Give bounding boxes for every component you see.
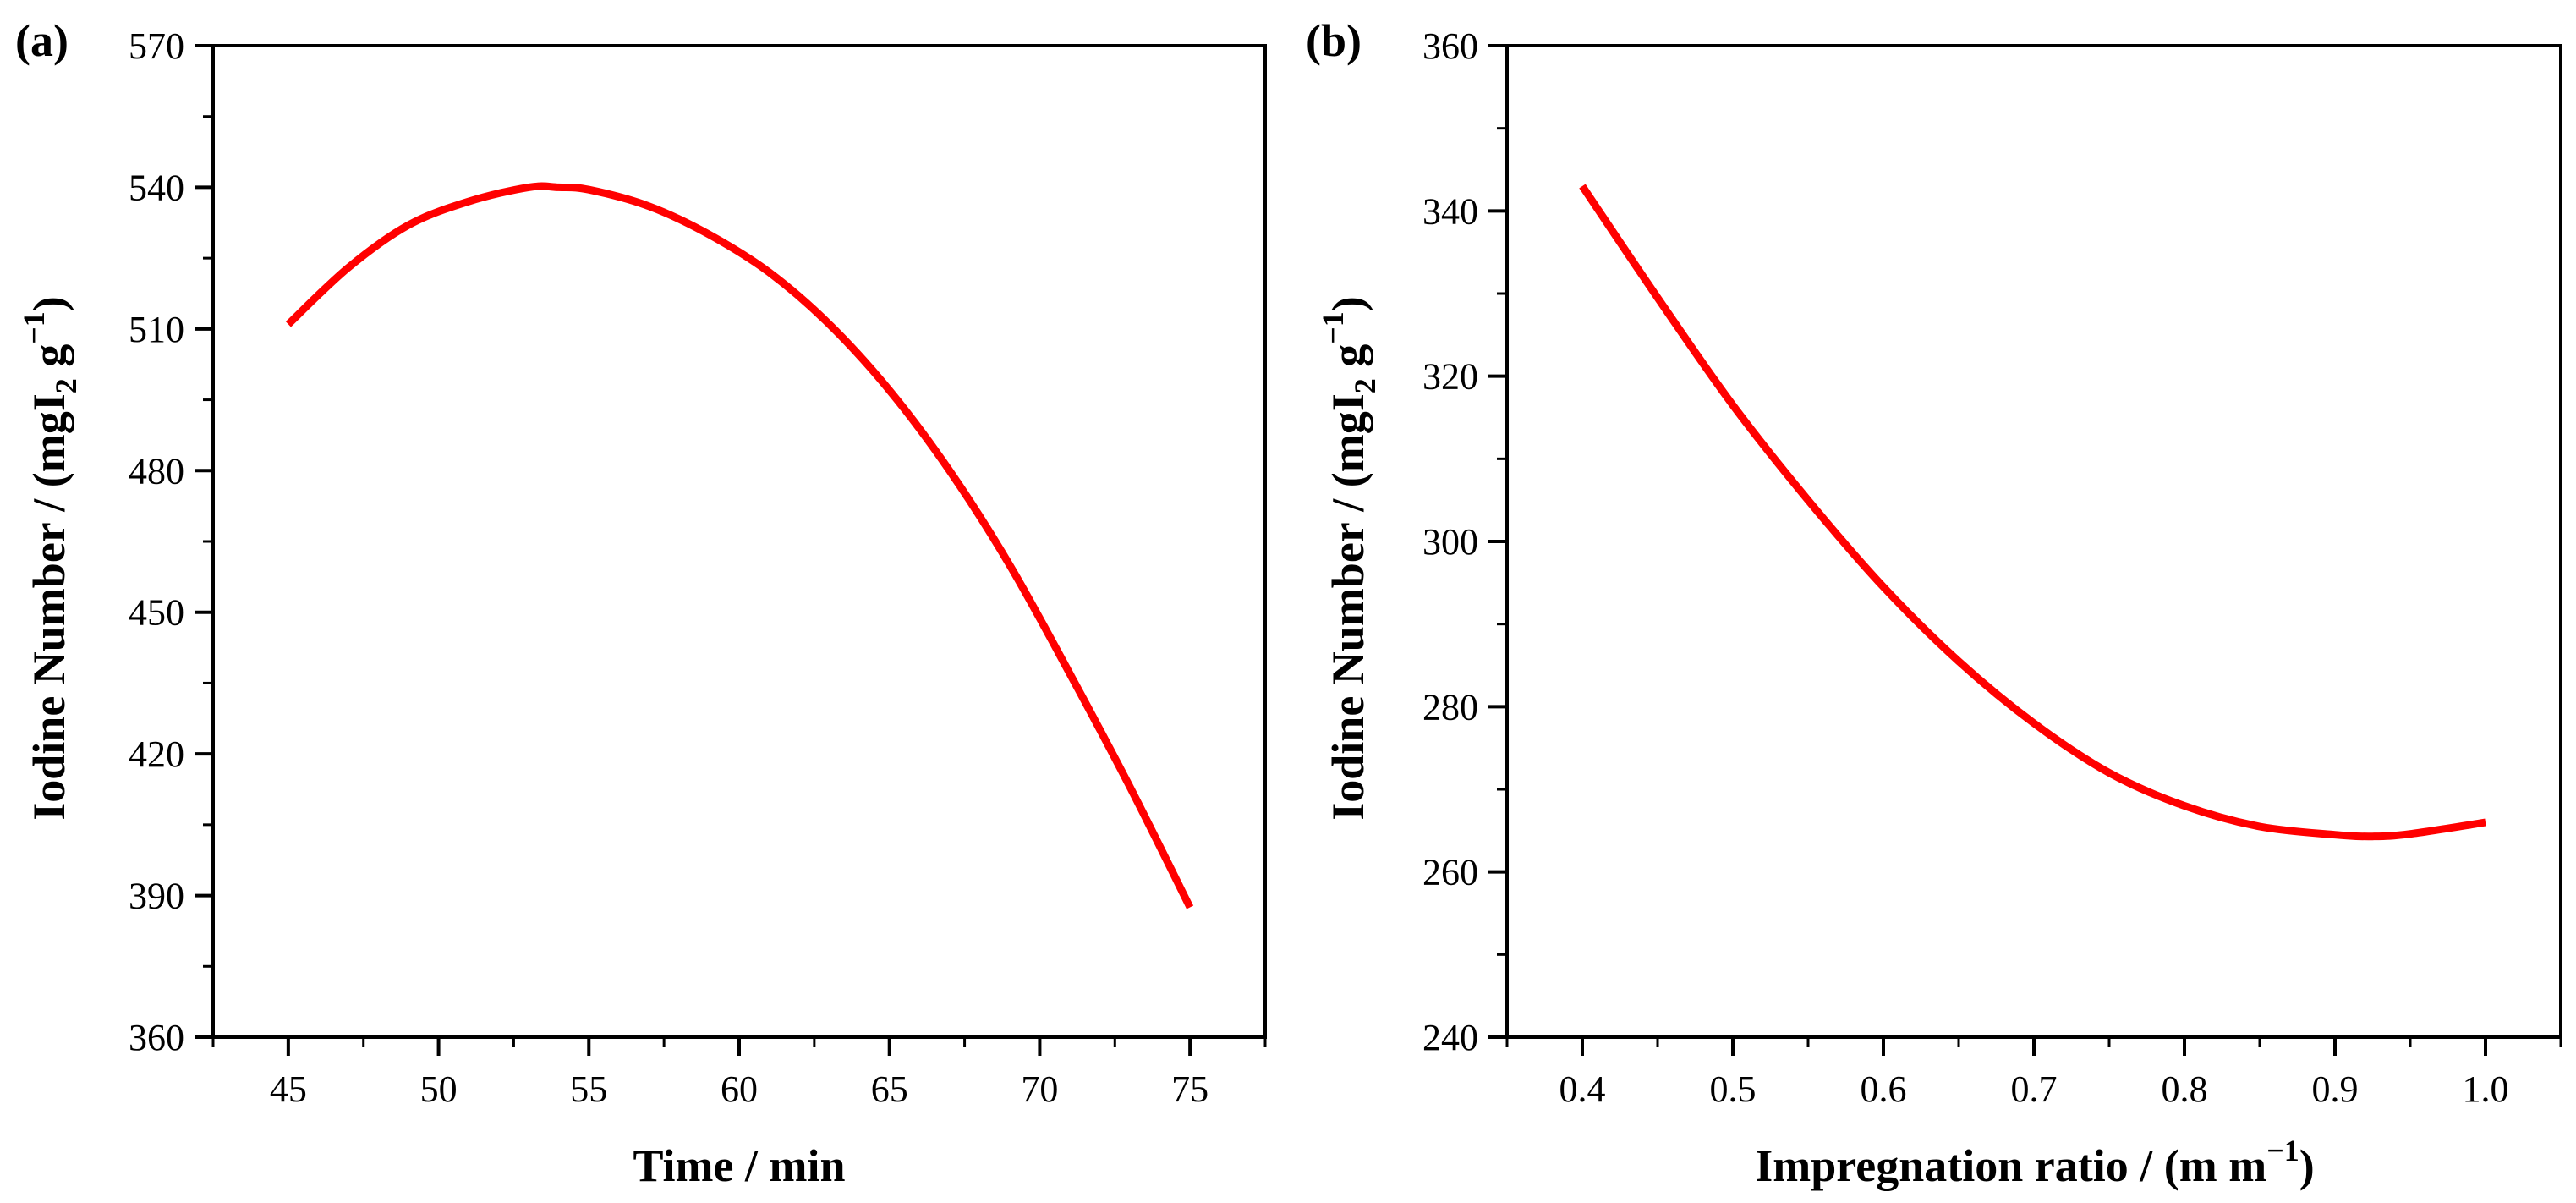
y-tick-label-a: 540 <box>129 167 184 208</box>
y-tick-label-a: 570 <box>129 25 184 67</box>
y-tick-label-a: 420 <box>129 733 184 775</box>
y-tick-label-b: 260 <box>1422 852 1478 893</box>
x-axis-title-end-b: ) <box>2299 1140 2315 1191</box>
y-axis-title-mid-a: g <box>24 344 74 379</box>
x-tick-label-b: 1.0 <box>2463 1068 2509 1110</box>
x-tick-label-b: 0.5 <box>1710 1068 1757 1110</box>
y-tick-label-b: 340 <box>1422 190 1478 232</box>
x-tick-label-b: 0.6 <box>1861 1068 1907 1110</box>
y-tick-label-b: 360 <box>1422 25 1478 67</box>
y-tick-label-a: 390 <box>129 876 184 917</box>
y-axis-title-mid-b: g <box>1323 344 1373 379</box>
y-tick-label-b: 240 <box>1422 1017 1478 1058</box>
panel-label-b: (b) <box>1306 15 1362 66</box>
panel-label-a: (a) <box>15 15 69 66</box>
y-axis-title-sub-b: 2 <box>1348 378 1382 393</box>
x-tick-label-b: 0.4 <box>1559 1068 1606 1110</box>
x-tick-label-b: 0.8 <box>2162 1068 2208 1110</box>
x-tick-label-a: 60 <box>721 1068 758 1110</box>
y-tick-label-b: 320 <box>1422 356 1478 398</box>
y-axis-title-end-b: ) <box>1323 296 1373 311</box>
x-axis-title-a: Time / min <box>633 1140 845 1191</box>
y-axis-title-sup-b: −1 <box>1316 311 1350 344</box>
y-axis-title-end-a: ) <box>24 296 74 311</box>
y-tick-label-a: 510 <box>129 309 184 350</box>
y-tick-label-b: 300 <box>1422 521 1478 563</box>
y-tick-label-b: 280 <box>1422 686 1478 728</box>
x-tick-label-a: 75 <box>1171 1068 1209 1110</box>
x-tick-label-a: 65 <box>871 1068 908 1110</box>
panel-b: (b) Iodine Number / (mgI2 g−1) Impregnat… <box>1306 15 2562 1191</box>
y-tick-label-a: 360 <box>129 1017 184 1058</box>
series-line-a-0 <box>285 182 1194 909</box>
panel-a: (a) Iodine Number / (mgI2 g−1) Time / mi… <box>15 15 1267 1191</box>
x-tick-label-a: 55 <box>570 1068 607 1110</box>
x-tick-label-a: 50 <box>420 1068 458 1110</box>
y-axis-title-sup-a: −1 <box>17 311 51 344</box>
x-tick-label-b: 0.9 <box>2312 1068 2359 1110</box>
plot-frame-a <box>211 44 1267 1039</box>
y-axis-title-text-b: Iodine Number / (mgI <box>1323 393 1373 821</box>
x-axis-title-b: Impregnation ratio / (m m−1) <box>1755 1134 2314 1191</box>
y-axis-title-b: Iodine Number / (mgI2 g−1) <box>1316 296 1382 821</box>
svg-text:Iodine Number / (mgI2 g−1): Iodine Number / (mgI2 g−1) <box>1316 296 1382 821</box>
y-axis-title-a: Iodine Number / (mgI2 g−1) <box>17 296 83 821</box>
svg-text:Iodine Number / (mgI2 g−1): Iodine Number / (mgI2 g−1) <box>17 296 83 821</box>
y-axis-title-text-a: Iodine Number / (mgI <box>24 393 74 821</box>
x-tick-label-b: 0.7 <box>2011 1068 2058 1110</box>
x-tick-label-a: 45 <box>270 1068 307 1110</box>
y-tick-label-a: 480 <box>129 450 184 492</box>
x-axis-title-sup-b: −1 <box>2266 1134 2299 1167</box>
y-tick-label-a: 450 <box>129 592 184 634</box>
x-axis-title-text-b: Impregnation ratio / (m m <box>1755 1140 2266 1191</box>
series-line-b-0 <box>1579 184 2486 841</box>
x-tick-label-a: 70 <box>1021 1068 1058 1110</box>
y-axis-title-sub-a: 2 <box>49 378 83 393</box>
plot-frame-b <box>1505 44 2562 1039</box>
